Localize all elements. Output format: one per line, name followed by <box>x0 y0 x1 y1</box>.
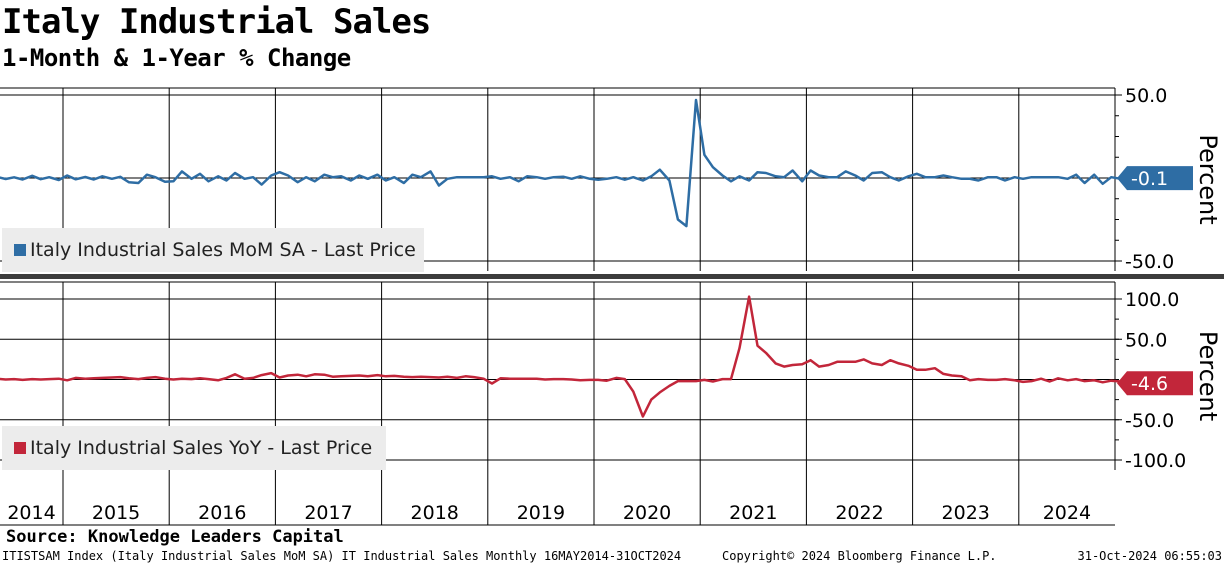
top-y-axis-title: Percent <box>1194 134 1222 224</box>
top-last-value-tag <box>1117 166 1193 191</box>
bottom-ytick-label: 100.0 <box>1125 289 1179 311</box>
x-tick-label-2023: 2023 <box>942 502 990 524</box>
legend-bottom-swatch <box>14 442 26 454</box>
top-ytick-label: -50.0 <box>1125 251 1174 273</box>
bottom-ytick-label: -100.0 <box>1125 450 1186 472</box>
bottom-ytick-label: -50.0 <box>1125 410 1174 432</box>
bottom-ytick-label: 50.0 <box>1125 329 1167 351</box>
x-tick-label-2014: 2014 <box>7 502 55 524</box>
x-tick-label-2019: 2019 <box>517 502 565 524</box>
top-ytick-label: 50.0 <box>1125 85 1167 107</box>
x-tick-label-2015: 2015 <box>92 502 140 524</box>
legend-bottom: Italy Industrial Sales YoY - Last Price <box>2 426 386 470</box>
x-tick-label-2024: 2024 <box>1043 502 1091 524</box>
top-series-line <box>0 98 1156 228</box>
source-note: Source: Knowledge Leaders Capital <box>6 527 344 547</box>
ticker-line: ITISTSAM Index (Italy Industrial Sales M… <box>2 549 682 563</box>
legend-bottom-label: Italy Industrial Sales YoY - Last Price <box>30 437 373 459</box>
top-last-value-label: -0.1 <box>1131 168 1168 190</box>
bottom-series-line <box>0 295 1156 418</box>
legend-top: Italy Industrial Sales MoM SA - Last Pri… <box>2 228 424 272</box>
chart-subtitle: 1-Month & 1-Year % Change <box>2 44 351 72</box>
bottom-y-axis-title: Percent <box>1194 331 1222 421</box>
chart-title: Italy Industrial Sales <box>2 2 431 42</box>
x-tick-label-2021: 2021 <box>729 502 777 524</box>
legend-top-swatch <box>14 244 26 256</box>
x-tick-label-2018: 2018 <box>411 502 459 524</box>
legend-top-label: Italy Industrial Sales MoM SA - Last Pri… <box>30 239 416 261</box>
timestamp: 31-Oct-2024 06:55:03 <box>1077 549 1223 563</box>
panel-separator <box>0 274 1224 279</box>
copyright: Copyright© 2024 Bloomberg Finance L.P. <box>722 549 997 563</box>
bottom-last-value-tag <box>1117 371 1193 396</box>
x-tick-label-2017: 2017 <box>304 502 352 524</box>
x-tick-label-2020: 2020 <box>623 502 671 524</box>
bottom-last-value-label: -4.6 <box>1131 373 1168 395</box>
x-tick-label-2016: 2016 <box>198 502 246 524</box>
x-tick-label-2022: 2022 <box>835 502 883 524</box>
